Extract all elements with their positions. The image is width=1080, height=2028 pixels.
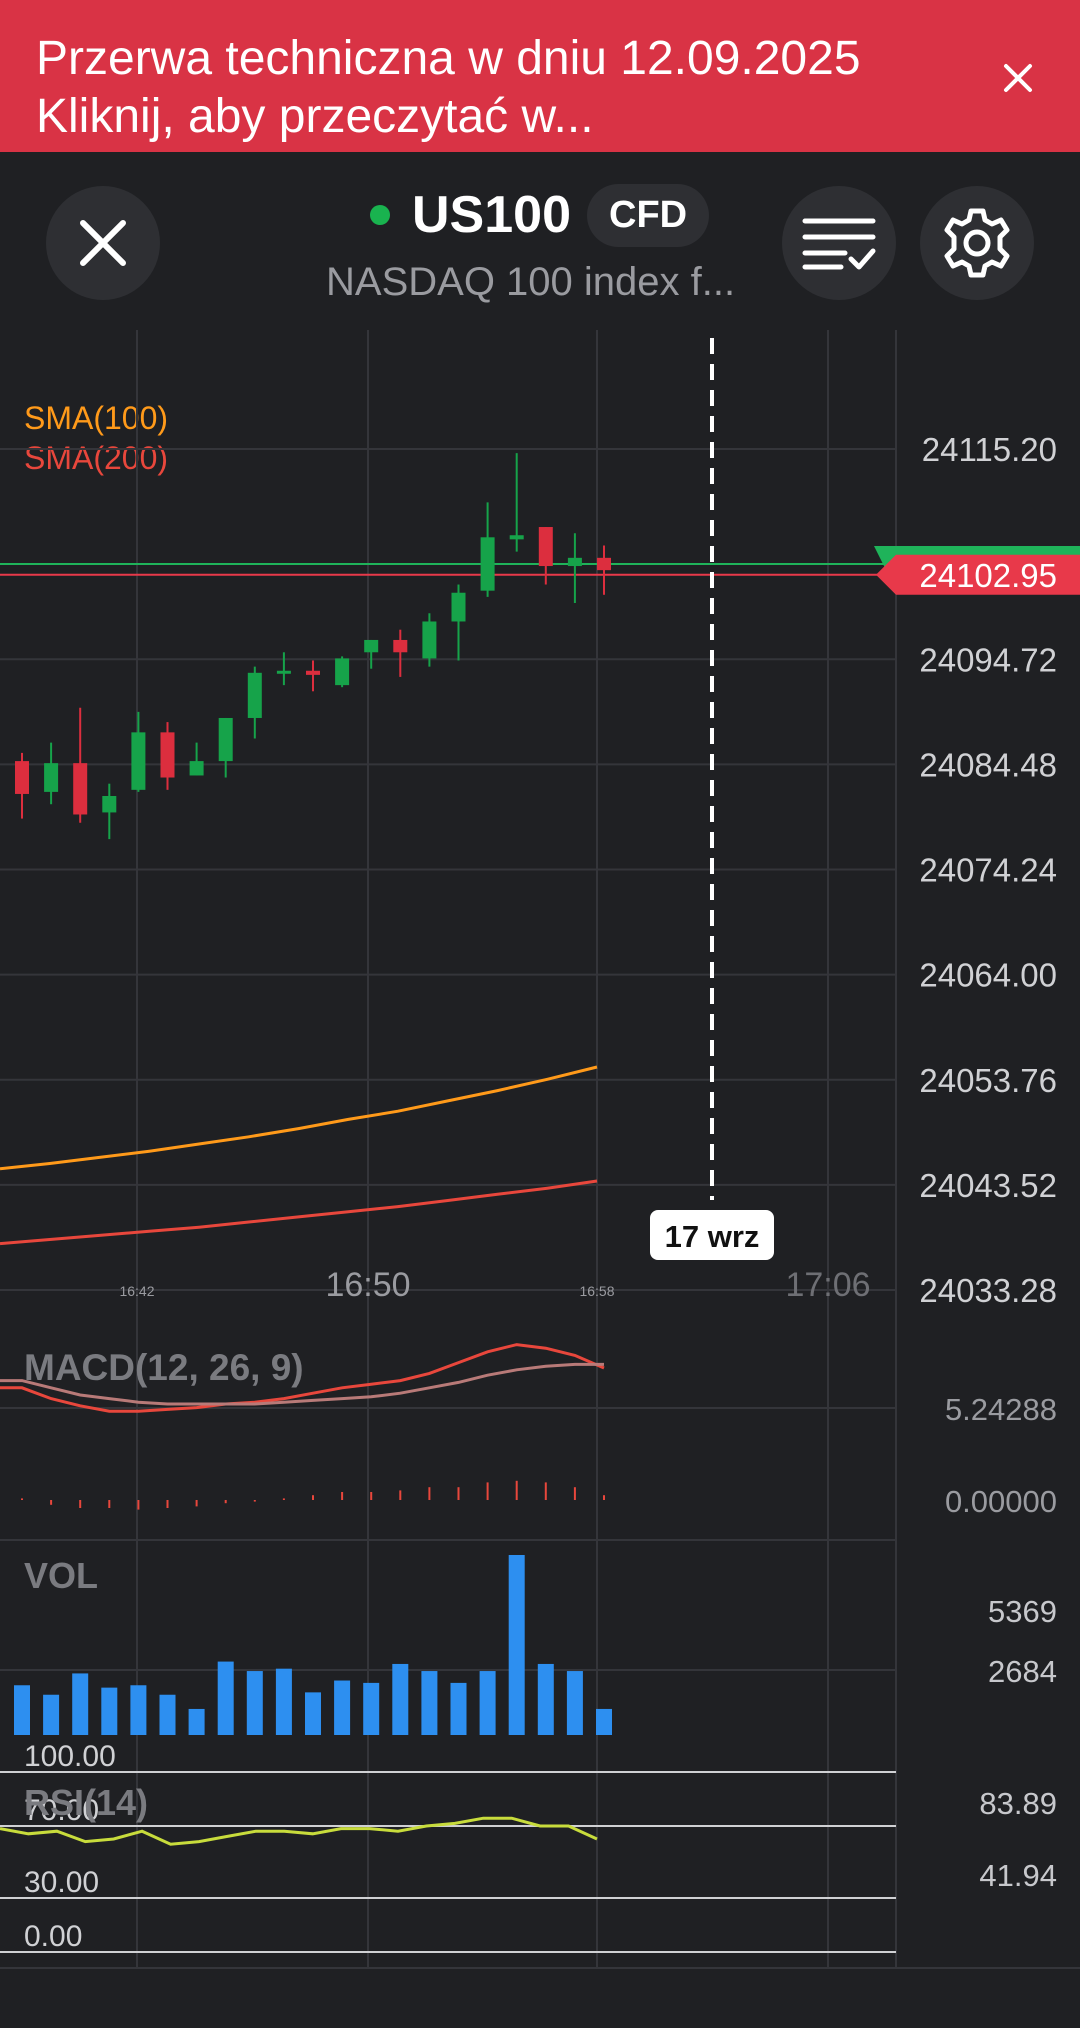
settings-button[interactable] bbox=[920, 186, 1034, 300]
y-tick-label: 24084.48 bbox=[919, 746, 1057, 783]
volume-bar bbox=[596, 1708, 612, 1735]
volume-bar bbox=[217, 1661, 234, 1735]
close-button[interactable] bbox=[46, 186, 160, 300]
rsi-tick-label: 41.94 bbox=[979, 1858, 1057, 1893]
rsi-level-label: 70.00 bbox=[24, 1794, 99, 1827]
banner-text[interactable]: Przerwa techniczna w dniu 12.09.2025 Kli… bbox=[36, 32, 861, 143]
y-tick-label: 24033.28 bbox=[919, 1272, 1057, 1309]
candle-body bbox=[73, 763, 88, 815]
x-tick-label: 16:42 bbox=[119, 1283, 154, 1299]
instrument-subtitle: NASDAQ 100 index f... bbox=[326, 260, 736, 304]
volume-bar bbox=[43, 1694, 60, 1735]
crosshair-date-label: 17 wrz bbox=[665, 1219, 760, 1254]
candle-body bbox=[538, 527, 553, 567]
volume-bar bbox=[130, 1685, 147, 1735]
rsi-label: RSI(14) bbox=[24, 1782, 148, 1823]
volume-bar bbox=[508, 1555, 525, 1735]
volume-bar bbox=[421, 1671, 438, 1735]
y-tick-label: 24043.52 bbox=[919, 1167, 1057, 1204]
current-price-label: 24102.95 bbox=[919, 557, 1057, 594]
volume-bar bbox=[14, 1685, 30, 1735]
x-tick-label: 16:58 bbox=[579, 1283, 614, 1299]
y-tick-label: 24064.00 bbox=[919, 957, 1057, 994]
candle-body bbox=[218, 717, 233, 762]
candle-body bbox=[15, 761, 29, 794]
volume-bar bbox=[479, 1671, 496, 1735]
gear-icon bbox=[944, 208, 1010, 278]
candle-body bbox=[597, 557, 611, 571]
instrument-title: US100 CFD bbox=[370, 180, 710, 250]
rsi-line bbox=[0, 1816, 598, 1846]
candle-body bbox=[276, 670, 291, 674]
sma200-legend: SMA(200) bbox=[24, 440, 168, 476]
status-dot bbox=[370, 205, 390, 225]
macd-tick-label: 0.00000 bbox=[945, 1484, 1057, 1519]
candle-body bbox=[160, 732, 175, 778]
volume-bar bbox=[188, 1708, 205, 1735]
indicators-button[interactable] bbox=[782, 186, 896, 300]
price-tag bbox=[876, 554, 1080, 595]
close-icon[interactable] bbox=[996, 56, 1040, 100]
volume-tick-label: 2684 bbox=[988, 1654, 1057, 1689]
candle-body bbox=[509, 535, 524, 540]
volume-bar bbox=[275, 1668, 292, 1735]
volume-bar bbox=[392, 1663, 409, 1735]
macd-signal-line bbox=[0, 1362, 604, 1406]
candle-body bbox=[480, 537, 495, 591]
volume-bar bbox=[101, 1687, 118, 1735]
list-check-icon bbox=[802, 218, 876, 270]
volume-bar bbox=[305, 1692, 321, 1735]
volume-bar bbox=[159, 1694, 176, 1735]
volume-bar bbox=[450, 1682, 467, 1735]
macd-line bbox=[0, 1343, 605, 1413]
y-tick-label: 24074.24 bbox=[919, 852, 1057, 889]
x-tick-label: 17:06 bbox=[785, 1266, 870, 1304]
volume-tick-label: 5369 bbox=[988, 1594, 1057, 1629]
candle-body bbox=[44, 763, 59, 792]
macd-label: MACD(12, 26, 9) bbox=[24, 1347, 304, 1388]
sma100-legend: SMA(100) bbox=[24, 400, 168, 436]
y-tick-label: 24094.72 bbox=[919, 641, 1057, 678]
rsi-tick-label: 83.89 bbox=[979, 1786, 1057, 1821]
symbol-name: US100 bbox=[412, 186, 571, 244]
maintenance-banner[interactable]: Przerwa techniczna w dniu 12.09.2025 Kli… bbox=[0, 0, 1080, 152]
candle-body bbox=[422, 621, 437, 659]
sma200-line bbox=[0, 1179, 598, 1246]
volume-label: VOL bbox=[24, 1555, 98, 1596]
instrument-type-badge: CFD bbox=[587, 183, 710, 247]
volume-bar bbox=[72, 1673, 89, 1735]
rsi-level-label: 0.00 bbox=[24, 1920, 82, 1953]
candle-body bbox=[364, 639, 379, 653]
candle-body bbox=[567, 557, 582, 567]
candle-body bbox=[393, 639, 408, 653]
instrument-header: US100 CFD NASDAQ 100 index f... bbox=[0, 152, 1080, 330]
candle-body bbox=[247, 672, 262, 718]
volume-bar bbox=[566, 1671, 583, 1735]
volume-bar bbox=[363, 1682, 380, 1735]
y-tick-label: 24115.20 bbox=[922, 431, 1057, 468]
rsi-level-label: 30.00 bbox=[24, 1866, 99, 1899]
close-icon bbox=[80, 220, 126, 266]
candle-body bbox=[306, 670, 320, 675]
y-tick-label: 24053.76 bbox=[919, 1062, 1057, 1099]
rsi-level-label: 100.00 bbox=[24, 1740, 116, 1773]
candle-body bbox=[102, 796, 117, 813]
volume-bar bbox=[537, 1663, 554, 1735]
macd-tick-label: 5.24288 bbox=[945, 1392, 1057, 1427]
candle-body bbox=[131, 732, 146, 790]
volume-bar bbox=[334, 1680, 351, 1735]
candle-body bbox=[451, 592, 466, 622]
volume-bar bbox=[246, 1671, 263, 1735]
price-chart[interactable]: SMA(100) SMA(200) 24115.20 24094.72 24084.… bbox=[0, 330, 1080, 2028]
x-tick-label: 16:50 bbox=[325, 1266, 410, 1304]
candle-body bbox=[335, 658, 350, 686]
crosshair-date-box bbox=[650, 1210, 774, 1260]
sma100-line bbox=[0, 1065, 598, 1171]
candle-body bbox=[189, 761, 204, 776]
